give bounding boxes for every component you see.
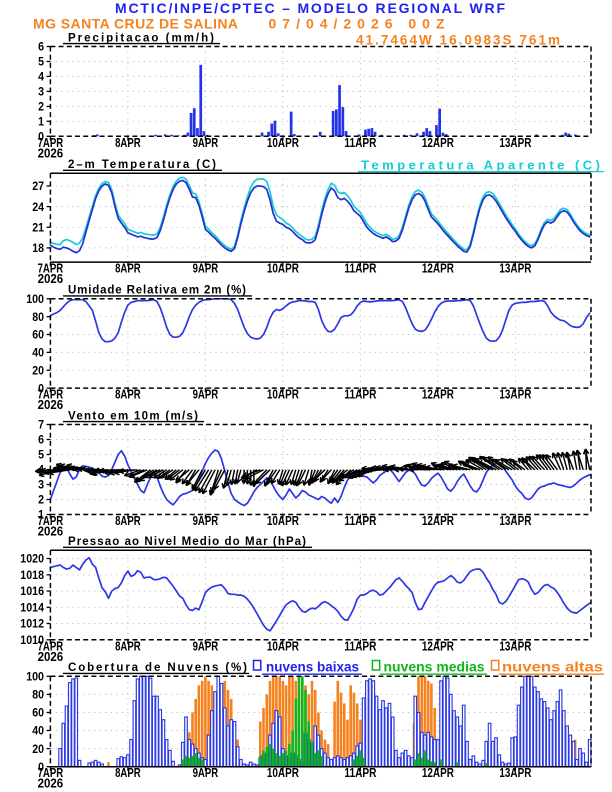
svg-text:8APR: 8APR xyxy=(115,765,141,780)
svg-text:0: 0 xyxy=(38,760,44,774)
svg-text:4: 4 xyxy=(38,463,44,477)
svg-text:40: 40 xyxy=(32,724,44,738)
svg-text:2026: 2026 xyxy=(38,649,64,664)
svg-text:0: 0 xyxy=(38,381,44,395)
svg-text:Vento em 10m (m/s): Vento em 10m (m/s) xyxy=(68,410,198,422)
svg-text:10APR: 10APR xyxy=(267,387,299,402)
svg-text:nuvens altas: nuvens altas xyxy=(502,659,603,675)
svg-text:12APR: 12APR xyxy=(422,387,454,402)
svg-text:10APR: 10APR xyxy=(267,513,299,528)
svg-text:18: 18 xyxy=(32,241,44,255)
svg-text:60: 60 xyxy=(32,706,44,720)
svg-text:5: 5 xyxy=(38,55,44,69)
svg-text:3: 3 xyxy=(38,478,44,492)
svg-text:2026: 2026 xyxy=(38,271,64,286)
svg-text:8APR: 8APR xyxy=(115,135,141,150)
svg-text:6: 6 xyxy=(38,40,44,54)
svg-text:Umidade Relativa em 2m (%): Umidade Relativa em 2m (%) xyxy=(68,285,246,297)
svg-text:9APR: 9APR xyxy=(193,638,219,653)
svg-text:8APR: 8APR xyxy=(115,261,141,276)
svg-text:13APR: 13APR xyxy=(499,135,531,150)
svg-text:11APR: 11APR xyxy=(344,135,376,150)
svg-text:6: 6 xyxy=(38,433,44,447)
svg-text:40: 40 xyxy=(32,346,44,360)
svg-text:Pressao ao Nivel Medio do Mar: Pressao ao Nivel Medio do Mar (hPa) xyxy=(68,536,306,548)
svg-text:2: 2 xyxy=(38,493,44,507)
svg-text:2: 2 xyxy=(38,100,44,114)
svg-text:13APR: 13APR xyxy=(499,513,531,528)
svg-text:1014: 1014 xyxy=(20,601,44,615)
svg-text:24: 24 xyxy=(32,200,44,214)
svg-text:10APR: 10APR xyxy=(267,135,299,150)
svg-text:8APR: 8APR xyxy=(115,513,141,528)
svg-text:9APR: 9APR xyxy=(193,513,219,528)
svg-text:27: 27 xyxy=(32,179,44,193)
svg-text:2–m Temperatura (C): 2–m Temperatura (C) xyxy=(68,159,216,171)
svg-text:MCTIC/INPE/CPTEC – MODELO REGI: MCTIC/INPE/CPTEC – MODELO REGIONAL WRF xyxy=(115,0,505,16)
svg-text:5: 5 xyxy=(38,448,44,462)
svg-text:3: 3 xyxy=(38,85,44,99)
svg-text:7APR: 7APR xyxy=(38,135,64,150)
svg-text:10APR: 10APR xyxy=(267,765,299,780)
svg-text:13APR: 13APR xyxy=(499,638,531,653)
svg-text:80: 80 xyxy=(32,688,44,702)
svg-text:13APR: 13APR xyxy=(499,261,531,276)
svg-text:7: 7 xyxy=(38,418,44,432)
svg-text:8APR: 8APR xyxy=(115,387,141,402)
svg-text:1020: 1020 xyxy=(20,552,44,566)
svg-text:1: 1 xyxy=(38,508,44,522)
svg-text:9APR: 9APR xyxy=(193,135,219,150)
svg-text:60: 60 xyxy=(32,328,44,342)
svg-text:2026: 2026 xyxy=(38,776,64,791)
svg-text:0: 0 xyxy=(38,130,44,144)
svg-text:100: 100 xyxy=(26,670,44,684)
svg-text:MG SANTA CRUZ DE SALINA: MG SANTA CRUZ DE SALINA xyxy=(33,15,238,31)
svg-text:11APR: 11APR xyxy=(344,638,376,653)
svg-text:100: 100 xyxy=(26,292,44,306)
svg-text:1018: 1018 xyxy=(20,568,44,582)
svg-text:2026: 2026 xyxy=(38,145,64,160)
svg-text:9APR: 9APR xyxy=(193,765,219,780)
svg-text:10APR: 10APR xyxy=(267,261,299,276)
svg-text:1016: 1016 xyxy=(20,584,44,598)
svg-text:13APR: 13APR xyxy=(499,387,531,402)
svg-text:9APR: 9APR xyxy=(193,261,219,276)
svg-text:11APR: 11APR xyxy=(344,513,376,528)
svg-text:7APR: 7APR xyxy=(38,638,64,653)
svg-text:07/04/2026 00Z: 07/04/2026 00Z xyxy=(269,15,445,31)
svg-text:12APR: 12APR xyxy=(422,765,454,780)
svg-text:7APR: 7APR xyxy=(38,261,64,276)
svg-text:8APR: 8APR xyxy=(115,638,141,653)
svg-text:7APR: 7APR xyxy=(38,765,64,780)
svg-text:11APR: 11APR xyxy=(344,261,376,276)
svg-text:12APR: 12APR xyxy=(422,261,454,276)
svg-text:2026: 2026 xyxy=(38,397,64,412)
svg-text:4: 4 xyxy=(38,70,44,84)
svg-text:11APR: 11APR xyxy=(344,765,376,780)
svg-text:21: 21 xyxy=(32,221,44,235)
svg-text:nuvens baixas: nuvens baixas xyxy=(266,659,359,675)
svg-text:12APR: 12APR xyxy=(422,513,454,528)
svg-text:2026: 2026 xyxy=(38,524,64,539)
svg-text:12APR: 12APR xyxy=(422,638,454,653)
svg-text:7APR: 7APR xyxy=(38,513,64,528)
svg-text:nuvens medias: nuvens medias xyxy=(384,659,485,675)
svg-text:1010: 1010 xyxy=(20,633,44,647)
svg-text:12APR: 12APR xyxy=(422,135,454,150)
svg-text:80: 80 xyxy=(32,310,44,324)
svg-text:Cobertura de Nuvens (%): Cobertura de Nuvens (%) xyxy=(68,662,247,674)
svg-text:9APR: 9APR xyxy=(193,387,219,402)
svg-text:13APR: 13APR xyxy=(499,765,531,780)
svg-text:7APR: 7APR xyxy=(38,387,64,402)
svg-text:20: 20 xyxy=(32,742,44,756)
svg-text:1012: 1012 xyxy=(20,617,44,631)
svg-text:10APR: 10APR xyxy=(267,638,299,653)
svg-text:1: 1 xyxy=(38,115,44,129)
svg-text:11APR: 11APR xyxy=(344,387,376,402)
svg-text:41.7464W 16.0983S 761m: 41.7464W 16.0983S 761m xyxy=(356,32,560,47)
svg-text:20: 20 xyxy=(32,363,44,377)
